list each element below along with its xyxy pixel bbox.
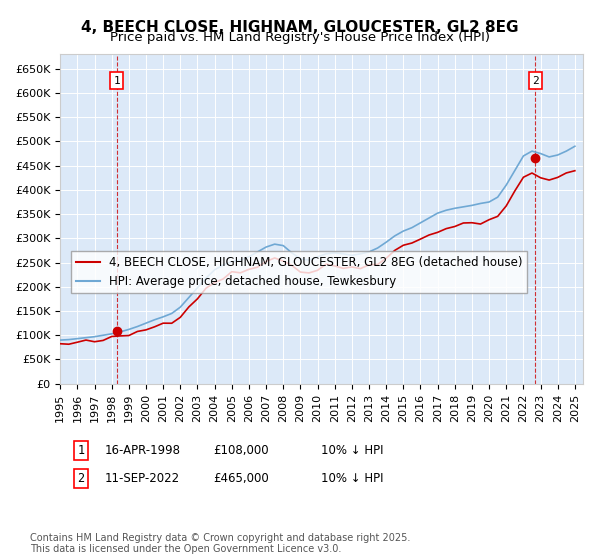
Text: 10% ↓ HPI: 10% ↓ HPI [321,444,383,458]
Text: 11-SEP-2022: 11-SEP-2022 [105,472,180,486]
Text: £108,000: £108,000 [213,444,269,458]
Text: £465,000: £465,000 [213,472,269,486]
Text: Contains HM Land Registry data © Crown copyright and database right 2025.
This d: Contains HM Land Registry data © Crown c… [30,533,410,554]
Text: 16-APR-1998: 16-APR-1998 [105,444,181,458]
Legend: 4, BEECH CLOSE, HIGHNAM, GLOUCESTER, GL2 8EG (detached house), HPI: Average pric: 4, BEECH CLOSE, HIGHNAM, GLOUCESTER, GL2… [71,251,527,292]
Text: 10% ↓ HPI: 10% ↓ HPI [321,472,383,486]
Text: 1: 1 [77,444,85,458]
Text: 2: 2 [532,76,539,86]
Text: 4, BEECH CLOSE, HIGHNAM, GLOUCESTER, GL2 8EG: 4, BEECH CLOSE, HIGHNAM, GLOUCESTER, GL2… [81,20,519,35]
Text: 2: 2 [77,472,85,486]
Text: 1: 1 [113,76,120,86]
Text: Price paid vs. HM Land Registry's House Price Index (HPI): Price paid vs. HM Land Registry's House … [110,31,490,44]
